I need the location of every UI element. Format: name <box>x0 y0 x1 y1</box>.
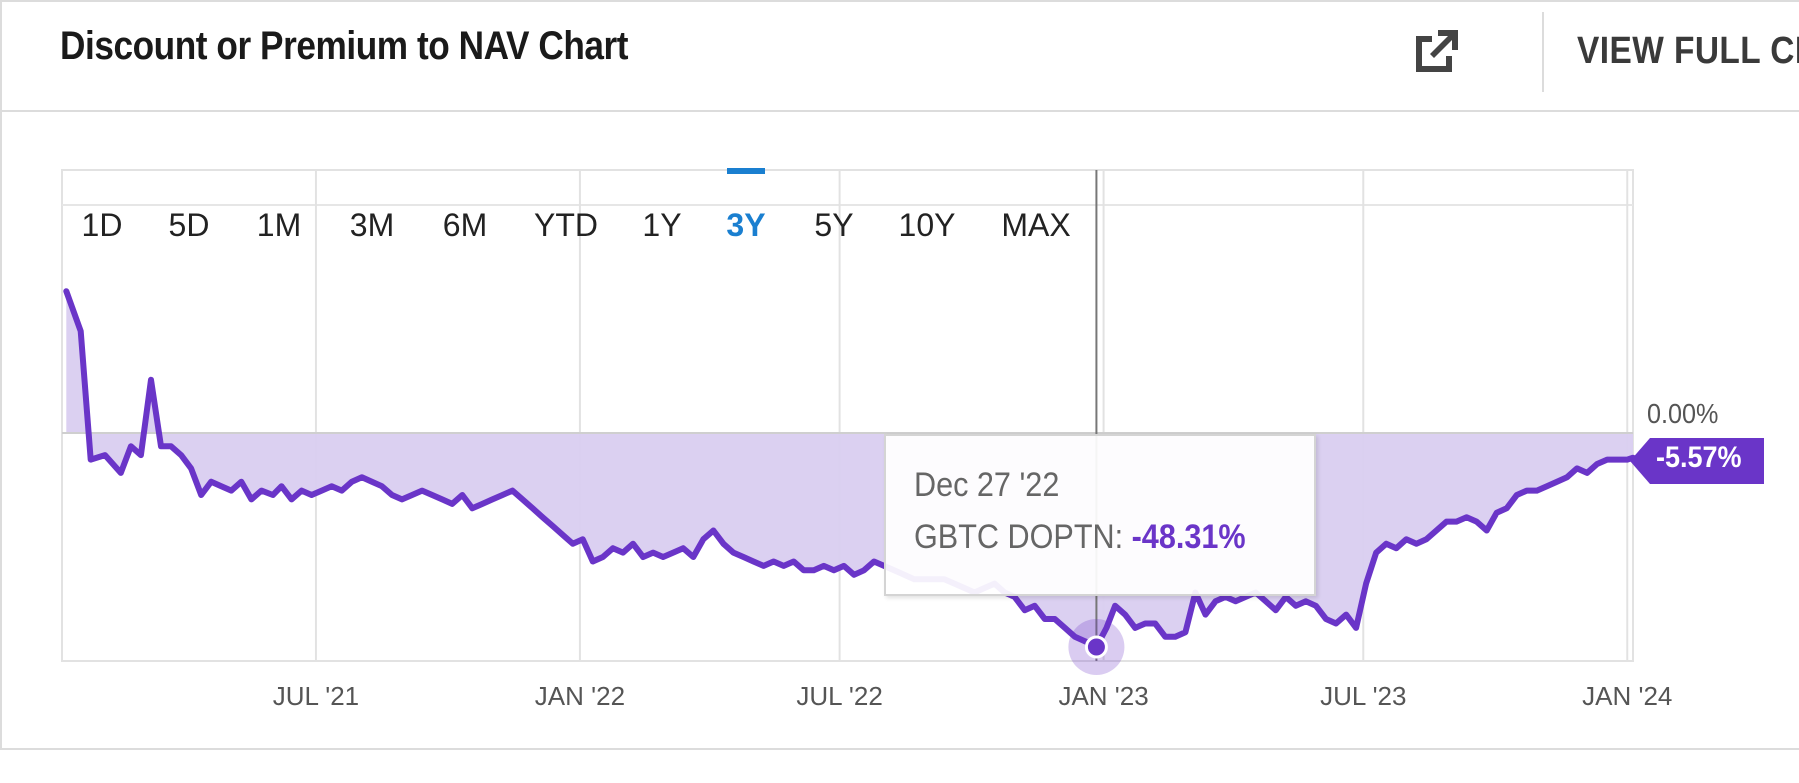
range-button-5y[interactable]: 5Y <box>814 207 853 243</box>
x-tick-label: JUL '21 <box>273 681 359 711</box>
page-title: Discount or Premium to NAV Chart <box>60 24 629 68</box>
chart-svg[interactable]: JUL '21 JAN '22 JUL '22 JAN '23 JUL '23 JAN '… <box>0 110 1799 750</box>
view-full-chart-link[interactable]: VIEW FULL CH <box>1577 30 1799 72</box>
x-tick-label: JAN '22 <box>535 681 625 711</box>
range-button-10y[interactable]: 10Y <box>899 207 956 243</box>
series-line <box>63 288 1636 650</box>
range-button-3m[interactable]: 3M <box>350 207 394 243</box>
current-value-badge <box>1630 438 1764 484</box>
hover-point <box>1084 635 1108 659</box>
plot-frame <box>61 169 1634 662</box>
range-button-1y[interactable]: 1Y <box>642 207 681 243</box>
tooltip-date: Dec 27 '22 <box>914 466 1060 504</box>
range-button-1d[interactable]: 1D <box>82 207 123 243</box>
tooltip-series-label: GBTC DOPTN: <box>914 518 1124 556</box>
chart-tooltip: Dec 27 '22 GBTC DOPTN: -48.31% <box>884 434 1316 596</box>
tooltip-series-line: GBTC DOPTN: -48.31% <box>914 518 1246 557</box>
range-button-ytd[interactable]: YTD <box>534 207 598 243</box>
range-button-3y[interactable]: 3Y <box>726 207 765 243</box>
x-tick-label: JUL '22 <box>796 681 882 711</box>
current-value-label: -5.57% <box>1656 441 1742 474</box>
tooltip-value: -48.31% <box>1131 518 1246 556</box>
range-button-5d[interactable]: 5D <box>169 207 210 243</box>
card-header: Discount or Premium to NAV Chart VIEW FU… <box>2 2 1799 112</box>
x-tick-label: JAN '24 <box>1582 681 1672 711</box>
series-area <box>66 291 1633 647</box>
external-link-icon[interactable] <box>1408 24 1464 80</box>
chart-card: Discount or Premium to NAV Chart VIEW FU… <box>0 0 1799 750</box>
x-tick-label: JAN '23 <box>1058 681 1148 711</box>
range-button-6m[interactable]: 6M <box>443 207 487 243</box>
chart-area: JUL '21 JAN '22 JUL '22 JAN '23 JUL '23 JAN '… <box>0 110 1799 750</box>
x-tick-label: JUL '23 <box>1320 681 1406 711</box>
range-button-max[interactable]: MAX <box>1001 207 1070 243</box>
zero-line-label: 0.00% <box>1647 398 1719 429</box>
range-button-1m[interactable]: 1M <box>257 207 301 243</box>
active-range-indicator <box>727 168 765 174</box>
header-divider <box>1542 12 1544 92</box>
